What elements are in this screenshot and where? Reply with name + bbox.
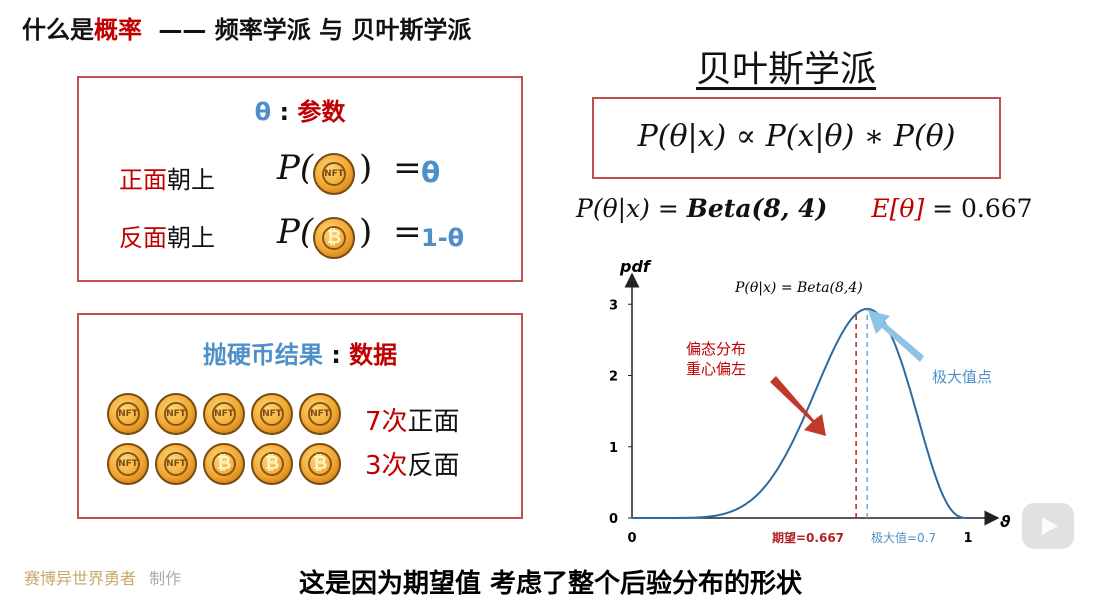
heads-coin-icon: NFT bbox=[251, 393, 293, 435]
data-heading: 抛硬币结果 : 数据 bbox=[202, 341, 398, 369]
y-axis-label: pdf bbox=[619, 257, 652, 276]
subtitle-caption: 这是因为期望值 考虑了整个后验分布的形状 bbox=[298, 569, 803, 599]
y-tick-label: 1 bbox=[609, 441, 618, 456]
y-tick-label: 2 bbox=[609, 370, 618, 385]
skew-label-line1: 偏态分布 bbox=[686, 340, 746, 358]
play-button-icon[interactable] bbox=[1022, 503, 1074, 549]
bayes-formula: P(θ|x) ∝ P(x|θ) ∗ P(θ) bbox=[637, 119, 956, 154]
heads-coin-icon: NFT bbox=[155, 443, 197, 485]
heads-coin-icon: NFT bbox=[155, 393, 197, 435]
posterior-line: P(θ|x) = Beta(8, 4) E[θ] = 0.667 bbox=[576, 194, 1033, 223]
tails-count-label: 3次反面 bbox=[365, 451, 460, 481]
theta-symbol: θ bbox=[254, 98, 272, 126]
posterior-curve bbox=[632, 307, 968, 519]
mean-label: 期望=0.667 bbox=[772, 530, 844, 545]
heads-up-label: 正面朝上 bbox=[119, 166, 215, 194]
heads-count-label: 7次正面 bbox=[365, 407, 460, 437]
data-label: 数据 bbox=[349, 341, 398, 369]
title-highlight: 概率 bbox=[94, 16, 142, 44]
y-tick-label: 3 bbox=[609, 298, 618, 313]
tails-coin-icon: ₿ bbox=[203, 443, 245, 485]
expectation-symbol: E[θ] bbox=[871, 194, 925, 223]
bayes-title: 贝叶斯学派 bbox=[696, 49, 877, 90]
heads-value: θ bbox=[421, 156, 441, 189]
data-box: 抛硬币结果 : 数据 NFT NFT NFT NFT NFT NFT NFT ₿ ₿ ₿ 7次正… bbox=[77, 313, 523, 519]
tails-value: 1-θ bbox=[421, 224, 465, 252]
tails-prob: P( bbox=[277, 212, 314, 252]
tails-coin-icon: ₿ bbox=[251, 443, 293, 485]
y-tick-label: 0 bbox=[609, 512, 618, 527]
curve-label: P(θ|x) = Beta(8,4) bbox=[734, 280, 863, 296]
heads-coin-icon: NFT bbox=[299, 393, 341, 435]
title-suffix: —— 频率学派 与 贝叶斯学派 bbox=[158, 16, 472, 44]
title-prefix: 什么是 bbox=[22, 16, 94, 44]
x-tick-label: 1 bbox=[963, 531, 972, 546]
tails-coin-icon: ₿ bbox=[299, 443, 341, 485]
skew-arrow-icon bbox=[770, 376, 826, 436]
author-credit: 赛博异世界勇者 制作 bbox=[24, 569, 182, 588]
tails-prob-close: ) = bbox=[359, 212, 422, 252]
chart-axes: 0 1 2 3 0 1 bbox=[609, 272, 1000, 546]
max-point-label: 极大值点 bbox=[932, 368, 992, 386]
parameter-box: θ : 参数 正面朝上 P( NFT ) = θ 反面朝上 P( ₿ ) = 1… bbox=[77, 76, 523, 282]
max-point-arrow-icon bbox=[868, 310, 924, 362]
parameter-label: 参数 bbox=[297, 98, 346, 126]
page-title: 什么是概率 —— 频率学派 与 贝叶斯学派 bbox=[22, 10, 471, 45]
heads-coin-icon: NFT bbox=[107, 393, 149, 435]
x-tick-label: 0 bbox=[627, 531, 636, 546]
heads-coin-icon: NFT bbox=[203, 393, 245, 435]
tails-coin-icon: ₿ bbox=[313, 217, 355, 259]
heads-prob: P( bbox=[277, 148, 314, 188]
skew-label-line2: 重心偏左 bbox=[686, 360, 746, 378]
heads-coin-icon: NFT bbox=[313, 153, 355, 195]
heads-prob-close: ) = bbox=[359, 148, 422, 188]
tails-up-label: 反面朝上 bbox=[119, 224, 215, 252]
x-axis-label: ϑ bbox=[1000, 512, 1011, 531]
mode-label: 极大值=0.7 bbox=[871, 530, 936, 545]
parameter-heading: θ : 参数 bbox=[254, 98, 346, 126]
posterior-chart: 0 1 2 3 0 1 pdf ϑ P(θ|x) = Beta(8,4) 偏态分布 重心偏… bbox=[609, 257, 1011, 546]
bayes-formula-box: P(θ|x) ∝ P(x|θ) ∗ P(θ) bbox=[592, 97, 1001, 179]
heads-coin-icon: NFT bbox=[107, 443, 149, 485]
